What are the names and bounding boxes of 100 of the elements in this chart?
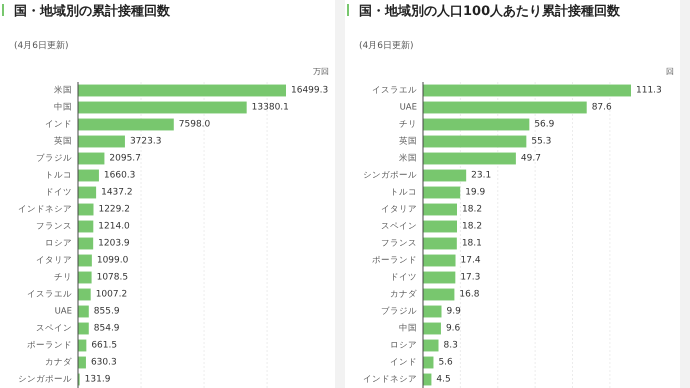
data-label: 8.3 xyxy=(444,340,458,350)
y-tick-label: ブラジル xyxy=(381,306,417,316)
y-tick-label: ドイツ xyxy=(45,188,72,198)
bar xyxy=(78,238,94,250)
data-label: 18.2 xyxy=(462,222,482,232)
data-label: 87.6 xyxy=(592,102,612,112)
data-label: 1099.0 xyxy=(96,256,129,266)
bar xyxy=(423,170,466,182)
bar xyxy=(423,288,454,300)
y-tick-label: 米国 xyxy=(54,84,72,96)
data-label: 1078.5 xyxy=(96,272,128,282)
y-tick-label: ブラジル xyxy=(36,152,72,164)
data-label: 16499.3 xyxy=(291,86,328,96)
y-tick-label: インドネシア xyxy=(18,204,72,214)
bar xyxy=(78,136,125,148)
y-tick-label: フランス xyxy=(36,222,72,232)
data-label: 1007.2 xyxy=(96,290,128,300)
y-tick-label: フランス xyxy=(381,238,417,248)
y-tick-label: スペイン xyxy=(36,324,72,334)
data-label: 1660.3 xyxy=(104,170,136,180)
bar xyxy=(423,306,442,318)
bar xyxy=(423,152,516,164)
bar xyxy=(78,356,86,368)
bar xyxy=(423,322,441,334)
x-axis-title: 万回 xyxy=(313,67,329,76)
data-label: 16.8 xyxy=(459,290,480,300)
y-tick-label: カナダ xyxy=(390,288,418,300)
data-label: 630.3 xyxy=(90,358,117,368)
y-tick-label: 米国 xyxy=(399,152,417,164)
data-label: 23.1 xyxy=(471,170,492,180)
data-label: 855.9 xyxy=(94,306,120,316)
y-tick-label: インド xyxy=(45,120,72,130)
bar xyxy=(78,204,94,216)
data-label: 1203.9 xyxy=(98,238,130,248)
bar xyxy=(78,288,91,300)
bar xyxy=(423,118,530,130)
data-label: 17.3 xyxy=(460,272,480,282)
bar xyxy=(423,254,456,266)
data-label: 55.3 xyxy=(531,136,552,146)
y-tick-label: UAE xyxy=(400,102,417,112)
bar xyxy=(78,102,247,114)
data-label: 5.6 xyxy=(438,358,454,368)
data-label: 19.9 xyxy=(465,188,486,198)
bar xyxy=(78,220,94,232)
y-tick-label: UAE xyxy=(54,306,72,316)
bar xyxy=(78,84,286,96)
data-label: 7598.0 xyxy=(178,120,211,130)
bar xyxy=(423,220,458,232)
bar xyxy=(423,238,457,250)
bar xyxy=(78,170,99,182)
y-tick-label: ドイツ xyxy=(390,272,417,282)
data-label: 1214.0 xyxy=(98,222,130,232)
bar xyxy=(423,374,432,386)
y-tick-label: 英国 xyxy=(399,136,417,146)
bar xyxy=(78,340,86,352)
y-tick-label: インドネシア xyxy=(363,374,417,384)
y-tick-label: ポーランド xyxy=(27,340,72,350)
data-label: 18.2 xyxy=(462,204,482,214)
y-tick-label: トルコ xyxy=(45,170,72,180)
bar xyxy=(423,102,587,114)
y-tick-label: インド xyxy=(390,358,417,368)
data-label: 18.1 xyxy=(462,238,482,248)
y-tick-label: スペイン xyxy=(381,222,417,232)
y-tick-label: シンガポール xyxy=(363,170,417,180)
y-tick-label: 中国 xyxy=(54,102,72,112)
data-label: 111.3 xyxy=(636,86,662,96)
bar xyxy=(423,186,460,198)
y-tick-label: イスラエル xyxy=(27,290,72,300)
data-label: 2095.7 xyxy=(109,154,141,164)
data-label: 17.4 xyxy=(460,256,481,266)
bar xyxy=(78,186,96,198)
y-tick-label: 英国 xyxy=(54,136,72,146)
bar xyxy=(423,136,526,148)
bar xyxy=(78,118,174,130)
y-tick-label: ロシア xyxy=(390,340,417,350)
y-tick-label: チリ xyxy=(54,272,72,282)
y-tick-label: トルコ xyxy=(390,188,417,198)
y-tick-label: ポーランド xyxy=(372,256,417,266)
data-label: 131.9 xyxy=(84,374,111,384)
chart-title: 国・地域別の人口100人あたり累計接種回数 xyxy=(359,3,622,19)
data-label: 3723.3 xyxy=(130,136,162,146)
data-label: 9.9 xyxy=(446,306,462,316)
y-tick-label: 中国 xyxy=(399,322,417,334)
data-label: 661.5 xyxy=(91,340,118,350)
bar xyxy=(423,340,439,352)
data-label: 4.5 xyxy=(436,374,451,384)
data-label: 9.6 xyxy=(446,324,461,334)
bar xyxy=(78,152,104,164)
data-label: 854.9 xyxy=(94,324,120,334)
y-tick-label: イスラエル xyxy=(372,86,417,96)
bar xyxy=(78,254,92,266)
y-tick-label: カナダ xyxy=(45,356,73,368)
chart-subtitle: (4月6日更新) xyxy=(359,40,414,51)
chart-title: 国・地域別の累計接種回数 xyxy=(14,3,171,19)
data-label: 1229.2 xyxy=(98,204,130,214)
y-tick-label: ロシア xyxy=(45,238,72,248)
data-label: 1437.2 xyxy=(101,188,133,198)
bar xyxy=(423,356,434,368)
x-axis-title: 回 xyxy=(666,67,674,76)
y-tick-label: チリ xyxy=(399,120,417,130)
